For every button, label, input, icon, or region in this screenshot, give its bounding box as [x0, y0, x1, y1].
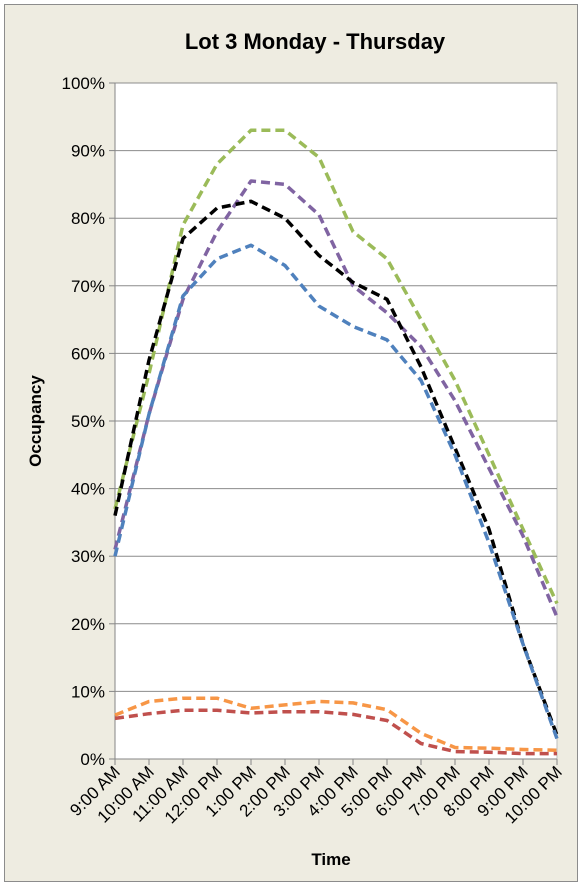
- gridlines: [115, 82, 557, 692]
- y-tick-labels: 0% 10% 20% 30% 40% 50% 60% 70% 80% 90% 100%: [62, 74, 105, 769]
- y-axis-title: Occupancy: [26, 375, 45, 467]
- chart-frame: Lot 3 Monday - Thursday 0% 10% 20% 30% 40% 50…: [4, 4, 578, 882]
- y-tick-label: 30%: [71, 547, 105, 566]
- series-line-2: [113, 199, 559, 736]
- y-tick-label: 90%: [71, 142, 105, 161]
- y-tick-label: 40%: [71, 480, 105, 499]
- chart-title: Lot 3 Monday - Thursday: [185, 29, 446, 54]
- series-group: [113, 128, 559, 756]
- x-axis-title: Time: [311, 850, 350, 869]
- y-tick-label: 20%: [71, 615, 105, 634]
- y-tick-label: 80%: [71, 209, 105, 228]
- y-tick-label: 60%: [71, 344, 105, 363]
- axes: [109, 82, 558, 765]
- series-line-5: [114, 708, 557, 756]
- y-tick-label: 0%: [80, 750, 105, 769]
- y-tick-label: 100%: [62, 74, 105, 93]
- series-line-1: [113, 179, 559, 618]
- series-line-4: [114, 696, 558, 752]
- y-tick-label: 10%: [71, 682, 105, 701]
- y-tick-label: 50%: [71, 412, 105, 431]
- y-tick-label: 70%: [71, 277, 105, 296]
- series-line-0: [113, 128, 559, 605]
- line-chart: Lot 3 Monday - Thursday 0% 10% 20% 30% 40% 50…: [26, 29, 566, 869]
- series-line-3: [113, 243, 559, 740]
